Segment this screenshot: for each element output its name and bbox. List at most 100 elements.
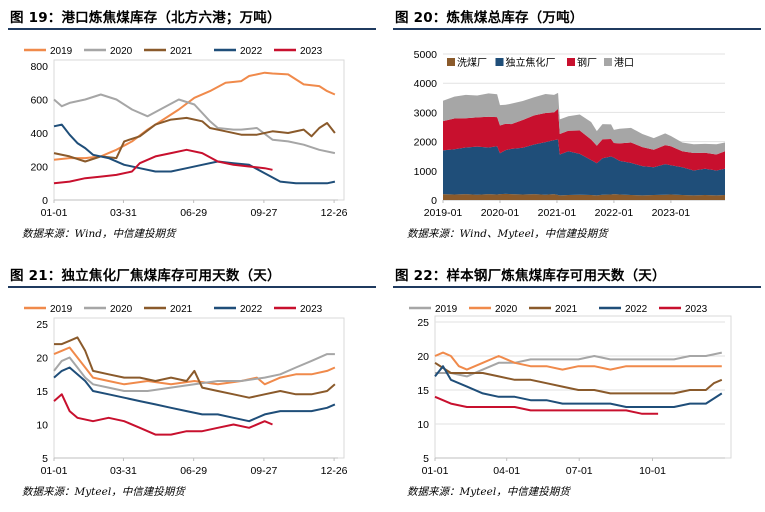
y-tick-label: 10 (36, 420, 48, 432)
y-tick-label: 0 (42, 195, 48, 207)
y-tick-label: 5 (423, 453, 429, 465)
y-tick-label: 20 (417, 351, 429, 363)
chart-title: 图 22：样本钢厂炼焦煤库存可用天数（天） (395, 268, 666, 284)
line-series-2020 (53, 353, 335, 392)
legend-label-2022: 2022 (240, 304, 263, 315)
chart-panel-19: 图 19：港口炼焦煤库存（北方六港；万吨） 2019 2020 2021 2022 20… (8, 4, 380, 254)
x-tick-label: 2020-01 (481, 207, 520, 219)
legend-swatch-独立焦化厂 (495, 58, 504, 66)
chart-title: 图 21：独立焦化厂焦煤库存可用天数（天） (10, 268, 281, 284)
title-rule (8, 28, 376, 30)
x-tick-label: 12-26 (321, 465, 348, 477)
y-tick-label: 15 (36, 386, 48, 398)
x-tick-label: 2022-01 (595, 207, 634, 219)
y-tick-label: 4000 (414, 78, 438, 90)
data-source-note: 数据来源：Wind，中信建投期货 (22, 228, 176, 240)
legend-label-2023: 2023 (685, 304, 708, 315)
x-tick-label: 12-26 (321, 207, 348, 219)
area-series-港口 (443, 92, 725, 155)
chart-panel-21: 图 21：独立焦化厂焦煤库存可用天数（天） 2019 2020 2021 2022 20… (8, 262, 380, 512)
x-tick-label: 01-01 (41, 465, 68, 477)
legend-label-2020: 2020 (110, 304, 133, 315)
legend-label-2023: 2023 (300, 304, 323, 315)
y-tick-label: 400 (30, 128, 48, 140)
x-tick-label: 04-01 (493, 465, 520, 477)
line-series-2023 (53, 393, 273, 436)
legend-label-2020: 2020 (110, 46, 133, 57)
y-tick-label: 3000 (414, 107, 438, 119)
line-series-2021 (434, 361, 723, 395)
legend-label-2019: 2019 (50, 46, 73, 57)
line-series-2023 (434, 395, 659, 415)
x-tick-label: 01-01 (41, 207, 68, 219)
legend-label-2019: 2019 (435, 304, 458, 315)
y-tick-label: 5000 (414, 49, 438, 61)
chart-panel-20: 图 20：炼焦煤总库存（万吨） 洗煤厂 独立焦化厂 钢厂 港口 0 1000 2000 300… (393, 4, 765, 254)
x-tick-label: 06-29 (180, 465, 207, 477)
x-tick-label: 09-27 (250, 465, 277, 477)
port-coking-coal-inventory-chart: 2019 2020 2021 2022 2023 0 200 400 600 800 01-01 03… (24, 46, 348, 219)
line-series-2022 (53, 123, 336, 185)
legend-label-2022: 2022 (240, 46, 263, 57)
chart-title: 图 19：港口炼焦煤库存（北方六港；万吨） (10, 10, 281, 26)
x-tick-label: 09-27 (250, 207, 277, 219)
y-tick-label: 15 (417, 385, 429, 397)
legend-swatch-钢厂 (567, 58, 575, 66)
y-tick-label: 5 (42, 453, 48, 465)
data-source-note: 数据来源：Myteel，中信建投期货 (407, 486, 570, 498)
x-tick-label: 07-01 (566, 465, 593, 477)
area-series-钢厂 (443, 108, 725, 171)
total-coking-coal-inventory-chart: 洗煤厂 独立焦化厂 钢厂 港口 0 1000 2000 3000 4000 5000 2019-01… (414, 49, 725, 219)
x-tick-label: 06-29 (180, 207, 207, 219)
legend-swatch-港口 (604, 58, 612, 66)
data-source-note: 数据来源：Wind、Myteel，中信建投期货 (407, 228, 608, 240)
x-tick-label: 01-01 (422, 465, 449, 477)
steel-mill-days-of-coal-chart: 2019 2020 2021 2022 2023 5 10 15 20 25 01-01 04-01 0… (409, 304, 732, 477)
legend-label-2020: 2020 (495, 304, 518, 315)
line-series-2021 (54, 336, 336, 399)
plot-frame (434, 315, 732, 459)
line-series-2022 (434, 365, 723, 408)
legend-label-2021: 2021 (555, 304, 578, 315)
y-tick-label: 2000 (414, 137, 438, 149)
title-rule (8, 286, 376, 288)
y-tick-label: 25 (36, 319, 48, 331)
line-series-2023 (53, 148, 273, 185)
line-series-2020 (53, 93, 336, 155)
chart-title: 图 20：炼焦煤总库存（万吨） (395, 10, 584, 26)
y-tick-label: 10 (417, 419, 429, 431)
area-series-洗煤厂 (443, 193, 725, 200)
legend-label-洗煤厂: 洗煤厂 (457, 56, 487, 69)
legend-swatch-洗煤厂 (447, 58, 455, 66)
line-series-2020 (434, 351, 722, 371)
y-tick-label: 800 (30, 61, 48, 73)
title-rule (393, 28, 761, 30)
x-tick-label: 03-31 (110, 465, 137, 477)
legend-label-港口: 港口 (614, 57, 634, 69)
legend-label-2019: 2019 (50, 304, 73, 315)
title-rule (393, 286, 761, 288)
line-series-2019 (53, 346, 336, 386)
line-series-2022 (53, 366, 336, 423)
plot-frame (53, 317, 345, 459)
legend-label-钢厂: 钢厂 (577, 56, 597, 69)
y-tick-label: 600 (30, 95, 48, 107)
line-series-2019 (435, 351, 723, 378)
area-series-独立焦化厂 (443, 139, 725, 196)
x-tick-label: 10-01 (639, 465, 666, 477)
y-tick-label: 1000 (414, 166, 438, 178)
legend-label-独立焦化厂: 独立焦化厂 (506, 56, 556, 69)
data-source-note: 数据来源：Myteel，中信建投期货 (22, 486, 185, 498)
legend-label-2022: 2022 (625, 304, 648, 315)
legend-label-2021: 2021 (170, 46, 193, 57)
x-tick-label: 03-31 (110, 207, 137, 219)
legend-label-2023: 2023 (300, 46, 323, 57)
line-series-2019 (53, 71, 336, 161)
y-tick-label: 200 (30, 162, 48, 174)
y-tick-label: 20 (36, 353, 48, 365)
x-tick-label: 2019-01 (424, 207, 463, 219)
coking-plant-days-of-coal-chart: 2019 2020 2021 2022 2023 5 10 15 20 25 01-01 03-31 0… (24, 304, 348, 477)
y-tick-label: 25 (417, 317, 429, 329)
chart-panel-22: 图 22：样本钢厂炼焦煤库存可用天数（天） 2019 2020 2021 2022 20… (393, 262, 765, 512)
x-tick-label: 2021-01 (538, 207, 577, 219)
